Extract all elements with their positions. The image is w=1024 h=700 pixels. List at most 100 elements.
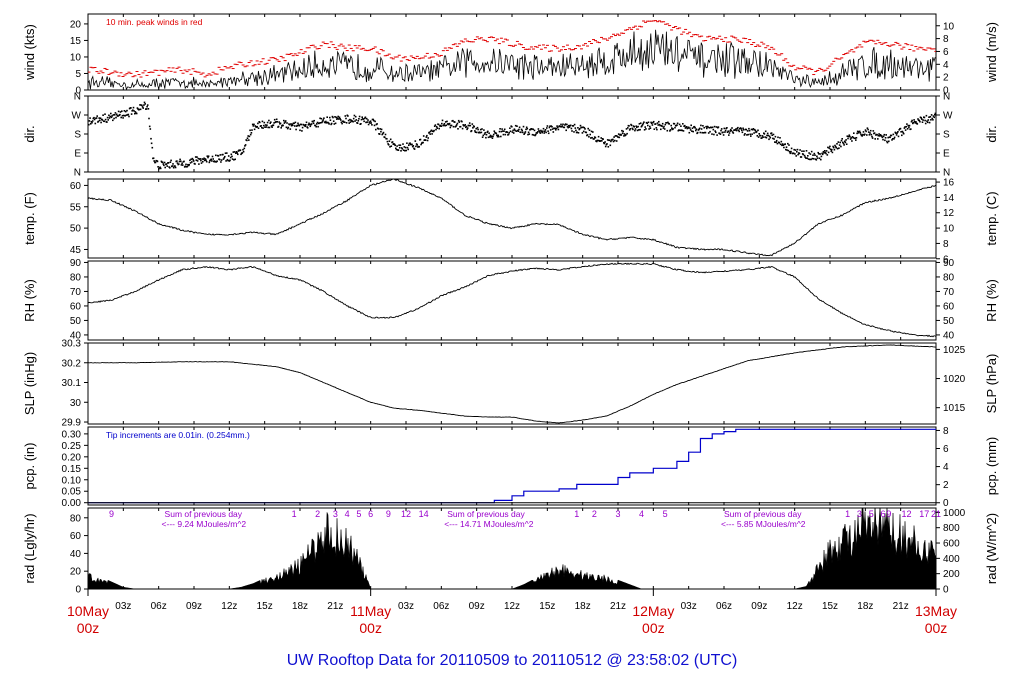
dir-point [796,148,799,151]
dir-point [724,131,726,133]
rad-hour-label: 3 [333,509,338,519]
dir-point [884,137,887,139]
dir-point [886,141,889,144]
dir-point [525,128,527,131]
dir-point [805,150,808,152]
dir-point [119,113,121,116]
rad-sum-value: <--- 9.24 MJoules/m^2 [162,519,247,529]
dir-point [166,165,168,167]
dir-point [874,138,876,140]
dir-point [903,127,906,129]
dir-point [132,109,134,111]
dir-point [139,104,141,106]
dir-point [364,117,366,120]
dir-point [639,128,641,131]
y2-tick-label: 8 [943,426,949,437]
dir-point [931,117,933,120]
dir-point [234,158,236,161]
rad-hour-label: 3 [857,509,862,519]
dir-point [717,126,720,128]
dir-point [647,124,649,127]
x-time-label: 06z [433,601,449,612]
dir-point [867,128,869,131]
dir-point [641,123,644,126]
dir-point [178,163,180,165]
dir-point [369,122,371,124]
dir-point [538,131,541,133]
y-axis-label: SLP (inHg) [22,352,37,415]
dir-point [275,121,277,123]
dir-point [588,136,590,138]
dir-point [698,127,701,130]
panel-rh: 40 50 60 70 80 90 40 50 60 70 80 90 RH (%) RH (%) [22,258,999,341]
dir-point [633,126,635,128]
dir-point [634,129,636,132]
y-tick-label: 0.10 [62,475,82,486]
dir-point [849,138,852,140]
dir-point [712,128,715,131]
dir-point [928,116,930,118]
dir-point [573,123,576,126]
y2-tick-label: 0 [943,498,949,509]
dir-point [752,128,754,131]
dir-point [661,122,664,125]
dir-point [381,133,383,136]
dir-point [678,129,680,131]
dir-point [380,130,382,133]
y2-tick-label: 14 [943,193,955,204]
dir-point [440,125,442,127]
dir-point [443,124,445,126]
dir-point [729,130,731,132]
dir-point [737,129,740,131]
dir-point [329,119,332,121]
dir-point [174,166,177,169]
dir-point [602,138,604,140]
dir-point [607,146,610,148]
dir-point [324,121,326,124]
dir-point [538,130,540,132]
y2-tick-label: 200 [943,569,960,580]
dir-point [390,145,393,147]
dir-point [731,131,734,133]
dir-point [536,131,539,133]
dir-point [668,123,670,125]
dir-point [411,143,413,146]
dir-point [377,128,380,130]
dir-point [93,118,96,121]
dir-point [691,127,694,129]
series-rh [88,262,936,338]
dir-point [148,125,151,128]
rad-sum-label: Sum of previous day [724,509,802,519]
y-tick-label: 80 [70,513,82,524]
dir-point [207,156,209,159]
dir-point [188,164,190,166]
dir-point [570,127,573,130]
dir-point [834,145,837,148]
y-tick-label: 0 [75,86,81,97]
dir-point [408,144,410,146]
y-tick-label: N [74,92,81,103]
dir-point [424,139,427,141]
dir-point [540,130,543,133]
dir-point [867,131,870,133]
dir-point [227,155,230,157]
dir-point [132,106,135,109]
dir-point [539,132,542,134]
dir-point [694,127,696,129]
dir-point [454,126,457,128]
dir-point [142,107,144,109]
dir-point [729,128,732,131]
dir-point [681,129,683,132]
dir-point [617,136,619,138]
dir-point [291,123,293,125]
dir-point [181,162,183,165]
dir-point [171,165,174,167]
dir-point [799,149,801,151]
dir-point [841,138,843,140]
dir-point [784,143,786,145]
dir-point [751,133,753,135]
y-axis-label: dir. [22,125,37,142]
dir-point [98,117,100,119]
dir-point [330,122,333,125]
dir-point [542,130,544,132]
